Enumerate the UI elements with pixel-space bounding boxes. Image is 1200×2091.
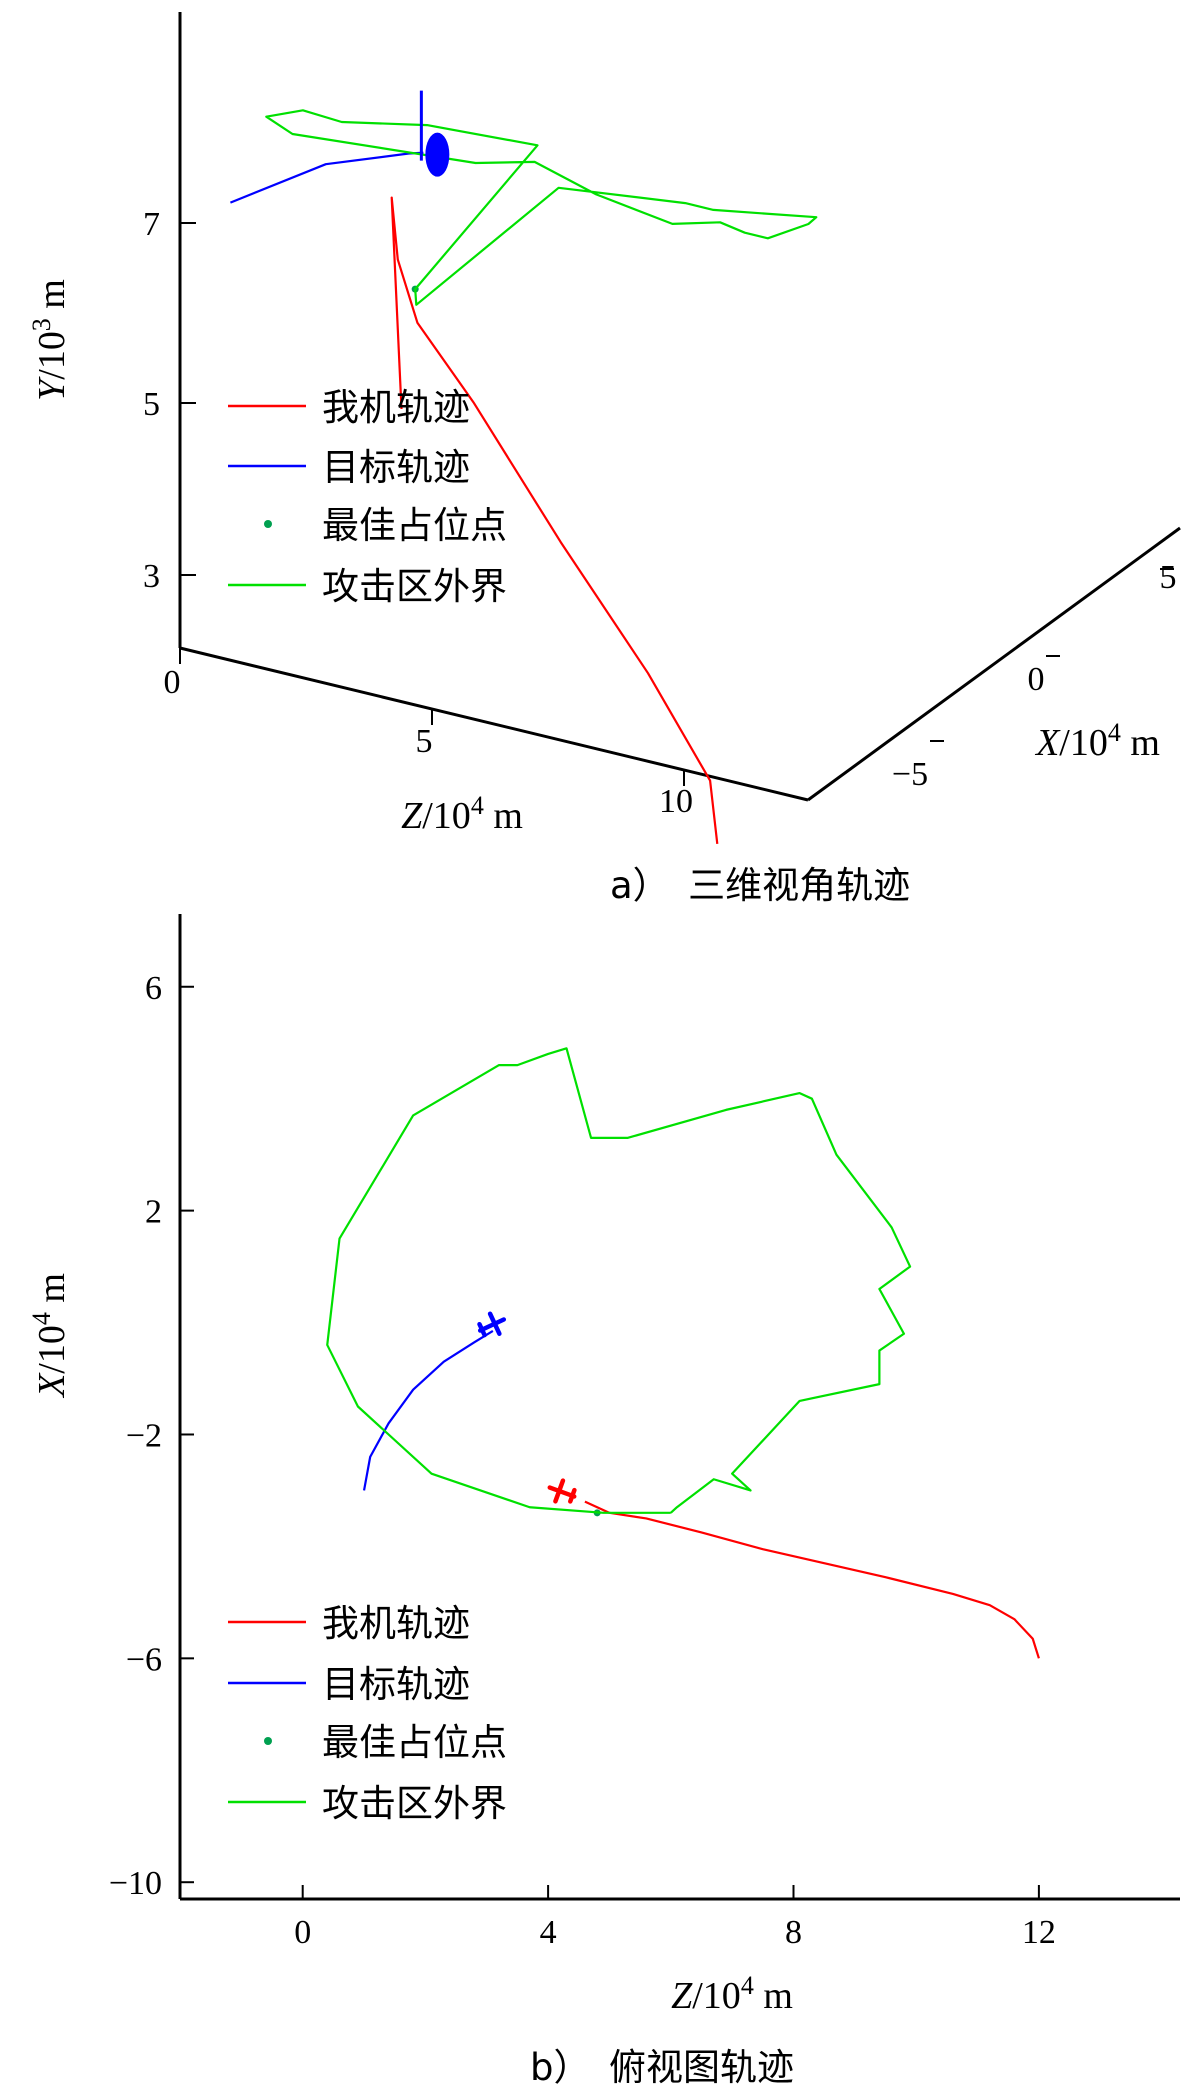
caption-a: a） 三维视角轨迹	[610, 864, 910, 907]
legend-label: 攻击区外界	[322, 565, 507, 608]
target-trajectory-line-a	[229, 151, 424, 204]
target-aircraft-icon	[477, 1311, 507, 1338]
legend-a: 我机轨迹 目标轨迹 最佳占位点 攻击区外界	[228, 386, 507, 608]
z-axis-label-a: Z/104 m	[401, 791, 523, 838]
y-tick-label: −6	[126, 1641, 162, 1678]
y-tick-label: −10	[109, 1865, 162, 1902]
attack-zone-boundary-line-a	[265, 109, 818, 306]
x-tick-label: 5	[1160, 559, 1177, 596]
x-tick-label: 8	[785, 1914, 802, 1951]
y-tick-label: 2	[145, 1194, 162, 1231]
legend-label: 我机轨迹	[322, 1602, 470, 1645]
plot-area-a	[229, 90, 818, 845]
x-axis-label-a: X/104 m	[1034, 718, 1160, 765]
panel-a-3d: 7 5 3 0 5 10 5 0 −5 Y/103 m Z/104 m X/10…	[27, 12, 1181, 907]
x-tick-label: 0	[1028, 661, 1045, 698]
x-tick-label: 0	[294, 1914, 311, 1951]
legend-b: 我机轨迹 目标轨迹 最佳占位点 攻击区外界	[228, 1602, 507, 1825]
legend-label: 我机轨迹	[322, 386, 470, 429]
y-tick-label: 6	[145, 970, 162, 1007]
legend-label: 最佳占位点	[322, 1721, 507, 1764]
own-trajectory-line-a	[390, 196, 719, 845]
ticks-b: 0 4 8 12 6 2 −2 −6 −10	[109, 970, 1056, 1951]
x-tick-label: 12	[1022, 1914, 1056, 1951]
legend-swatch-best	[264, 1737, 272, 1745]
legend-label: 最佳占位点	[322, 504, 507, 547]
y-tick-label: 5	[143, 386, 160, 423]
y-tick-label: 3	[143, 558, 160, 595]
x-axis-label-b: Z/104 m	[671, 1971, 793, 2018]
y-ticks-a: 7 5 3	[143, 206, 196, 595]
caption-b: b） 俯视图轨迹	[530, 2046, 794, 2089]
legend-label: 目标轨迹	[322, 1663, 470, 1706]
z-axis-line-a	[179, 646, 809, 802]
panel-b-top: 0 4 8 12 6 2 −2 −6 −10 X/104 m Z/104 m 我机轨迹 目标轨迹…	[27, 914, 1180, 2089]
x-axis-line-a	[807, 526, 1181, 802]
y-tick-label: −2	[126, 1417, 162, 1454]
x-tick-label: 4	[540, 1914, 557, 1951]
target-maneuver-marker-a	[425, 132, 450, 177]
legend-swatch-best	[264, 520, 272, 528]
attack-zone-boundary-line-b	[326, 1047, 912, 1514]
z-tick-label: 10	[659, 783, 693, 820]
x-tick-label: −5	[892, 756, 928, 793]
x-ticks-a: 5 0 −5	[892, 559, 1177, 793]
z-tick-label: 5	[416, 723, 433, 760]
y-axis-label-b: X/104 m	[27, 1273, 74, 1399]
own-trajectory-line-b	[584, 1500, 1040, 1659]
z-ticks-a: 0 5 10	[164, 648, 693, 820]
target-trajectory-line-b	[362, 1330, 494, 1491]
own-aircraft-icon	[547, 1478, 577, 1504]
plot-area-b	[326, 1047, 1040, 1659]
y-tick-label: 7	[143, 206, 160, 243]
legend-label: 目标轨迹	[322, 446, 470, 489]
y-axis-label-a: Y/103 m	[27, 279, 74, 401]
z-tick-label: 0	[164, 664, 181, 701]
legend-label: 攻击区外界	[322, 1782, 507, 1825]
